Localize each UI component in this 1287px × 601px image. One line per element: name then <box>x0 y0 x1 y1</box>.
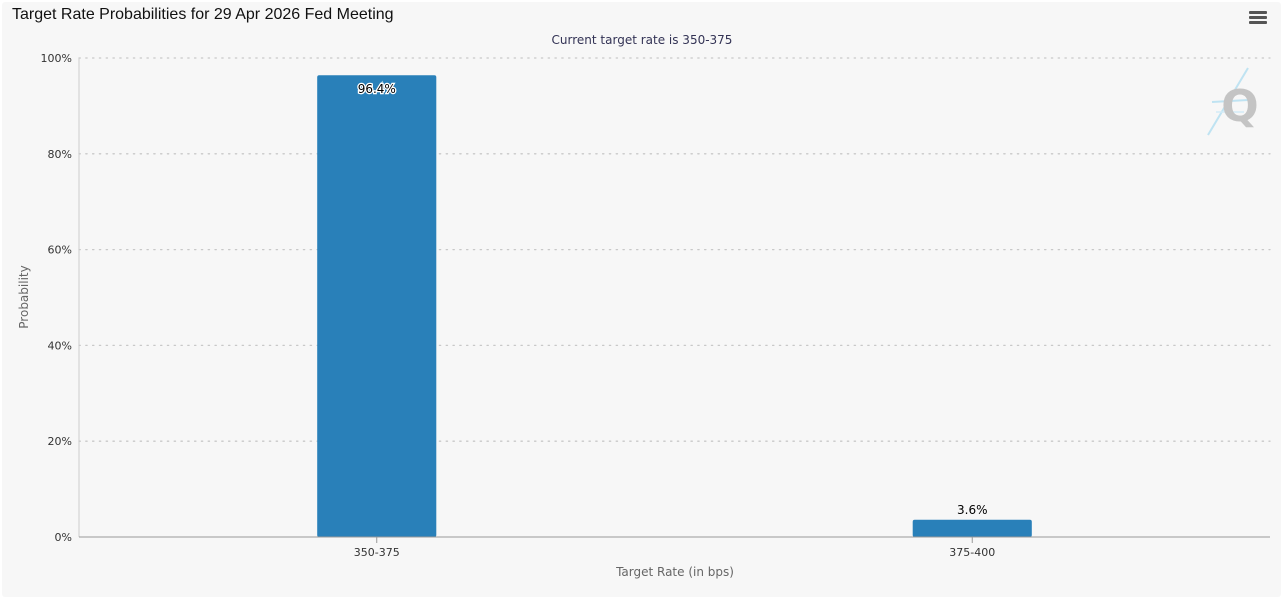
chart-subtitle: Current target rate is 350-375 <box>552 33 733 47</box>
data-label: 96.4% <box>358 82 396 96</box>
page-title: Target Rate Probabilities for 29 Apr 202… <box>12 6 394 23</box>
watermark-letter: Q <box>1221 81 1258 132</box>
data-label: 3.6% <box>957 503 988 517</box>
x-axis-title: Target Rate (in bps) <box>615 565 734 579</box>
y-tick-label: 60% <box>48 244 72 257</box>
quikstrike-logo-icon: Q <box>1207 67 1259 136</box>
data-labels: 96.4% 3.6% <box>356 81 988 517</box>
y-tick-label: 80% <box>48 148 72 161</box>
x-axis-ticks: 350-375 375-400 <box>354 537 995 559</box>
hamburger-menu-icon[interactable] <box>1249 11 1267 27</box>
x-tick-label: 375-400 <box>949 546 995 559</box>
y-tick-label: 0% <box>55 531 72 544</box>
bar-350-375 <box>317 75 437 537</box>
grid-lines <box>78 57 1271 442</box>
x-tick-label: 350-375 <box>354 546 400 559</box>
y-tick-label: 100% <box>41 52 72 65</box>
y-tick-label: 40% <box>48 339 72 352</box>
y-tick-label: 20% <box>48 435 72 448</box>
bar-375-400 <box>912 519 1032 537</box>
y-axis-ticks: 0% 20% 40% 60% 80% 100% <box>41 52 72 544</box>
y-axis-title: Probability <box>17 265 31 328</box>
bars <box>317 75 1032 537</box>
